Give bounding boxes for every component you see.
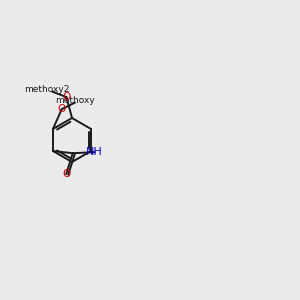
Text: O: O <box>58 104 66 114</box>
Text: O: O <box>62 169 70 179</box>
Text: methoxy: methoxy <box>55 96 95 105</box>
Text: NH: NH <box>86 147 103 157</box>
Text: methoxy2: methoxy2 <box>25 85 70 94</box>
Text: O: O <box>62 92 70 102</box>
